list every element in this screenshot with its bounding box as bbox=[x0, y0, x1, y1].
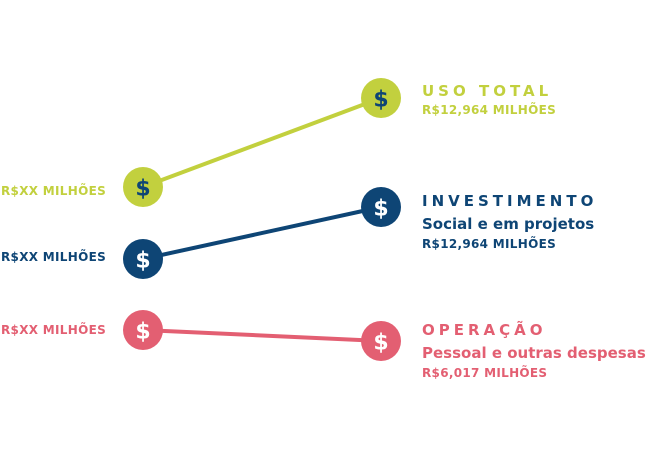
operacao-left-node: $ bbox=[123, 310, 163, 350]
investimento-subtitle: Social e em projetos bbox=[422, 215, 595, 233]
dollar-glyph: $ bbox=[373, 331, 388, 356]
uso-title: USO TOTAL bbox=[422, 82, 553, 100]
investimento-connector-line bbox=[142, 205, 382, 261]
investimento-left-value: R$XX MILHÕES bbox=[1, 250, 107, 264]
dollar-glyph: $ bbox=[135, 177, 150, 202]
uso-left-node: $ bbox=[123, 167, 163, 207]
dollar-glyph: $ bbox=[373, 88, 388, 113]
dollar-icon bbox=[361, 78, 401, 118]
operacao-left-value: R$XX MILHÕES bbox=[1, 323, 107, 337]
investimento-left-node: $ bbox=[123, 239, 163, 279]
dollar-icon bbox=[361, 187, 401, 227]
uso-value: R$12,964 MILHÕES bbox=[422, 103, 557, 117]
dollar-glyph: $ bbox=[135, 249, 150, 274]
dollar-icon bbox=[361, 321, 401, 361]
uso-right-node: $ bbox=[361, 78, 401, 118]
operacao-value: R$6,017 MILHÕES bbox=[422, 366, 548, 380]
investimento-title: INVESTIMENTO bbox=[422, 192, 598, 210]
dollar-glyph: $ bbox=[373, 197, 388, 222]
investimento-right-node: $ bbox=[361, 187, 401, 227]
operacao-title: OPERAÇÃO bbox=[422, 321, 547, 339]
operacao-right-node: $ bbox=[361, 321, 401, 361]
dollar-icon bbox=[123, 167, 163, 207]
operacao-subtitle: Pessoal e outras despesas bbox=[422, 344, 646, 362]
dollar-glyph: $ bbox=[135, 320, 150, 345]
uso-left-value: R$XX MILHÕES bbox=[1, 184, 107, 198]
uso-connector-line bbox=[142, 96, 382, 189]
dollar-icon bbox=[123, 310, 163, 350]
investimento-value: R$12,964 MILHÕES bbox=[422, 237, 557, 251]
operacao-connector-line bbox=[142, 328, 382, 343]
dollar-icon bbox=[123, 239, 163, 279]
